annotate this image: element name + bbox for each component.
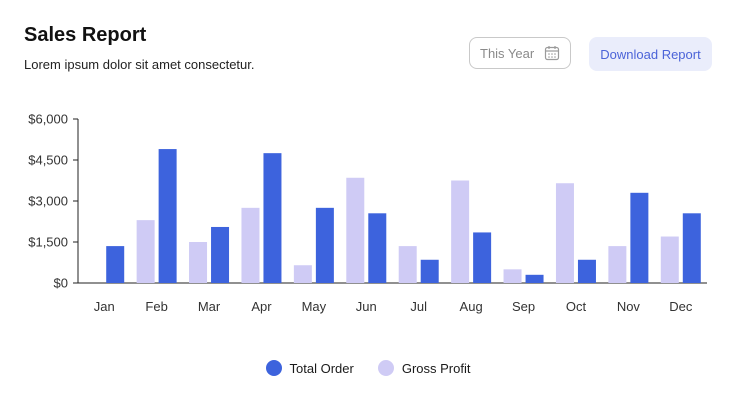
bar-total-order xyxy=(211,226,230,283)
x-tick-label: Jul xyxy=(410,299,427,314)
x-tick-label: Jan xyxy=(94,299,115,314)
y-tick-label: $1,500 xyxy=(28,235,68,250)
bar-total-order xyxy=(106,246,125,283)
x-tick-label: Aug xyxy=(460,299,483,314)
y-tick-label: $4,500 xyxy=(28,153,68,168)
legend-swatch-total-order xyxy=(265,360,282,376)
bar-gross-profit xyxy=(293,265,312,283)
x-tick-label: Feb xyxy=(145,299,167,314)
y-tick-label: $3,000 xyxy=(28,194,68,209)
bar-total-order xyxy=(158,149,177,283)
download-report-button[interactable]: Download Report xyxy=(589,37,712,71)
legend-label-total-order: Total Order xyxy=(289,360,354,376)
legend-swatch-gross-profit xyxy=(377,360,394,376)
x-tick-label: Apr xyxy=(251,299,272,314)
bar-total-order xyxy=(368,213,387,283)
legend-item-total-order: Total Order xyxy=(265,360,354,376)
bar-gross-profit xyxy=(608,246,627,283)
y-tick-label: $0 xyxy=(54,276,68,291)
y-tick-label: $6,000 xyxy=(28,112,68,127)
bar-gross-profit xyxy=(555,183,574,283)
x-tick-label: May xyxy=(302,299,327,314)
page-subtitle: Lorem ipsum dolor sit amet consectetur. xyxy=(24,57,255,72)
chart-legend: Total Order Gross Profit xyxy=(0,360,736,376)
bar-gross-profit xyxy=(660,236,679,283)
bar-total-order xyxy=(473,232,492,283)
x-tick-label: Dec xyxy=(669,299,693,314)
bar-gross-profit xyxy=(503,269,522,283)
bar-gross-profit xyxy=(346,177,365,283)
sales-bar-chart: $0 $1,500 $3,000 $4,500 $6,000 Jan Feb Mar Apr Ma… xyxy=(28,112,707,314)
bar-total-order xyxy=(577,259,596,283)
bar-gross-profit xyxy=(241,207,260,283)
page-title: Sales Report xyxy=(24,24,147,46)
legend-item-gross-profit: Gross Profit xyxy=(377,360,471,376)
legend-label-gross-profit: Gross Profit xyxy=(401,360,471,376)
bar-total-order xyxy=(630,192,649,283)
x-tick-label: Nov xyxy=(617,299,641,314)
period-select-value: This Year xyxy=(480,45,535,61)
x-tick-label: Sep xyxy=(512,299,535,314)
bar-gross-profit xyxy=(398,246,417,283)
bar-total-order xyxy=(315,207,334,283)
x-tick-label: Oct xyxy=(566,299,587,314)
bar-total-order xyxy=(263,153,282,283)
x-tick-label: Mar xyxy=(198,299,221,314)
period-select[interactable]: This Year xyxy=(469,37,571,69)
bar-gross-profit xyxy=(136,220,155,283)
bar-gross-profit xyxy=(189,242,208,283)
bar-total-order xyxy=(420,259,439,283)
bar-total-order xyxy=(682,213,701,283)
calendar-icon xyxy=(544,45,560,61)
bar-total-order xyxy=(525,274,544,283)
x-tick-label: Jun xyxy=(356,299,377,314)
bar-gross-profit xyxy=(451,180,470,283)
